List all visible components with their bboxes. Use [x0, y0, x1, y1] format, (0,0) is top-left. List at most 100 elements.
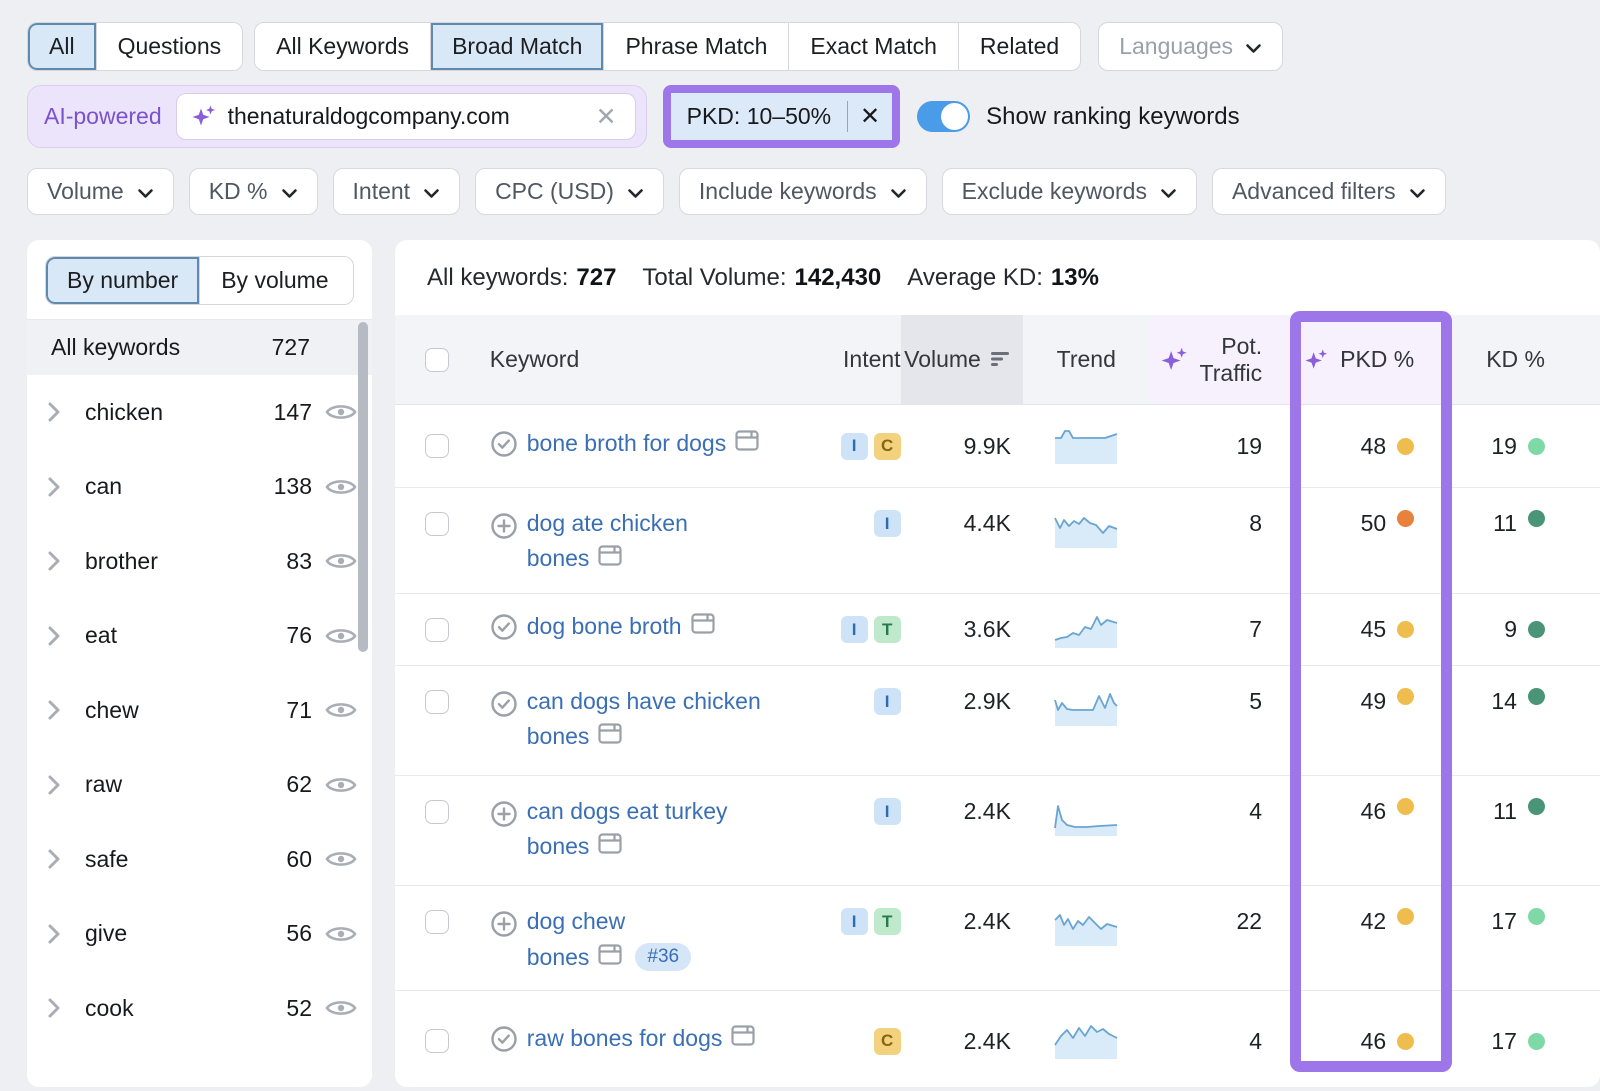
keyword-link[interactable]: dog ate chicken: [526, 510, 688, 536]
filter-exclude-keywords[interactable]: Exclude keywords: [941, 168, 1197, 215]
keyword-group-cook[interactable]: cook 52: [27, 971, 372, 1046]
chevron-right-icon[interactable]: [47, 401, 77, 423]
chevron-right-icon[interactable]: [47, 476, 77, 498]
row-checkbox[interactable]: [425, 434, 449, 458]
filter-advanced-filters[interactable]: Advanced filters: [1211, 168, 1446, 215]
row-checkbox[interactable]: [425, 1029, 449, 1053]
keyword-link[interactable]: can dogs have chicken: [526, 688, 761, 714]
chevron-right-icon[interactable]: [47, 774, 77, 796]
keyword-group-brother[interactable]: brother 83: [27, 524, 372, 599]
eye-icon[interactable]: [324, 476, 358, 498]
pot-traffic-value: 4: [1249, 1027, 1263, 1054]
match-tab-all[interactable]: All: [28, 23, 97, 70]
serp-features-icon[interactable]: [598, 545, 623, 572]
keyword-group-raw[interactable]: raw 62: [27, 748, 372, 823]
row-checkbox[interactable]: [425, 800, 449, 824]
pkd-dot: [1397, 437, 1415, 455]
header-volume[interactable]: Volume: [900, 315, 1023, 404]
chevron-right-icon[interactable]: [47, 923, 77, 945]
search-input[interactable]: thenaturaldogcompany.com ✕: [175, 93, 636, 140]
match-tab-phrase-match[interactable]: Phrase Match: [604, 23, 790, 70]
keyword-group-can[interactable]: can 138: [27, 450, 372, 525]
keyword-link[interactable]: bones: [526, 833, 590, 859]
eye-icon[interactable]: [324, 923, 358, 945]
keyword-link[interactable]: dog bone broth: [526, 613, 682, 639]
sidebar-tab-by-number[interactable]: By number: [46, 257, 201, 304]
eye-icon[interactable]: [324, 625, 358, 647]
filter-include-keywords[interactable]: Include keywords: [678, 168, 927, 215]
sidebar-tab-by-volume[interactable]: By volume: [200, 257, 350, 304]
keyword-link[interactable]: bones: [526, 943, 590, 970]
serp-features-icon[interactable]: [735, 429, 759, 457]
chevron-right-icon[interactable]: [47, 625, 77, 647]
eye-icon[interactable]: [324, 699, 358, 721]
row-checkbox[interactable]: [425, 617, 449, 642]
header-intent[interactable]: Intent: [843, 346, 901, 372]
chevron-right-icon[interactable]: [47, 848, 77, 870]
ranking-check-icon[interactable]: [490, 688, 518, 750]
pkd-filter-chip[interactable]: PKD: 10–50%: [686, 103, 832, 129]
serp-features-icon[interactable]: [598, 833, 623, 860]
match-tab-related[interactable]: Related: [958, 23, 1081, 70]
chevron-right-icon[interactable]: [47, 997, 77, 1019]
keyword-link[interactable]: can dogs eat turkey: [526, 798, 728, 824]
keyword-link[interactable]: bones: [526, 723, 590, 749]
filter-volume[interactable]: Volume: [27, 168, 174, 215]
eye-icon[interactable]: [324, 774, 358, 796]
add-keyword-icon[interactable]: [490, 510, 518, 572]
pot-traffic-value: 8: [1249, 510, 1263, 536]
show-ranking-keywords-toggle[interactable]: [917, 101, 971, 132]
header-kd[interactable]: KD %: [1486, 346, 1546, 372]
filter-cpc-usd[interactable]: CPC (USD): [475, 168, 664, 215]
add-keyword-icon[interactable]: [490, 908, 518, 971]
keyword-link[interactable]: raw bones for dogs: [526, 1024, 723, 1051]
table-summary: All keywords: 727 Total Volume: 142,430 Aver…: [395, 240, 1600, 315]
keyword-link[interactable]: bones: [526, 545, 590, 571]
select-all-checkbox[interactable]: [425, 347, 449, 372]
ranking-check-icon[interactable]: [490, 430, 518, 463]
all-keywords-row[interactable]: All keywords 727: [27, 319, 372, 375]
row-checkbox[interactable]: [425, 910, 449, 934]
keyword-group-chew[interactable]: chew 71: [27, 673, 372, 748]
keyword-link[interactable]: dog chew: [526, 908, 626, 934]
match-tab-all-keywords[interactable]: All Keywords: [255, 23, 432, 70]
filter-kd[interactable]: KD %: [188, 168, 318, 215]
serp-features-icon[interactable]: [690, 613, 715, 640]
header-trend[interactable]: Trend: [1056, 346, 1116, 372]
add-keyword-icon[interactable]: [490, 798, 518, 860]
ranking-check-icon[interactable]: [490, 1025, 518, 1058]
eye-icon[interactable]: [324, 848, 358, 870]
chevron-down-icon: [423, 178, 440, 205]
match-tab-questions[interactable]: Questions: [96, 23, 243, 70]
serp-features-icon[interactable]: [598, 723, 623, 750]
row-checkbox[interactable]: [425, 690, 449, 714]
serp-features-icon[interactable]: [731, 1024, 755, 1052]
eye-icon[interactable]: [324, 997, 358, 1019]
ranking-check-icon[interactable]: [490, 613, 518, 646]
eye-icon[interactable]: [324, 550, 358, 572]
serp-features-icon[interactable]: [598, 943, 623, 971]
clear-search-icon[interactable]: ✕: [595, 102, 617, 131]
keyword-link[interactable]: bone broth for dogs: [526, 429, 727, 456]
eye-icon[interactable]: [324, 401, 358, 423]
filter-intent[interactable]: Intent: [332, 168, 461, 215]
header-pkd[interactable]: PKD %: [1297, 315, 1455, 404]
match-tab-exact-match[interactable]: Exact Match: [789, 23, 959, 70]
trend-sparkline: [1023, 991, 1150, 1091]
header-pot-traffic[interactable]: Pot. Traffic: [1149, 315, 1298, 404]
row-checkbox[interactable]: [425, 512, 449, 536]
keyword-group-eat[interactable]: eat 76: [27, 599, 372, 674]
chevron-right-icon[interactable]: [47, 699, 77, 721]
match-tab-broad-match[interactable]: Broad Match: [431, 23, 605, 70]
keyword-group-safe[interactable]: safe 60: [27, 822, 372, 897]
keyword-group-chicken[interactable]: chicken 147: [27, 375, 372, 450]
intent-badge-i: I: [873, 510, 901, 537]
header-keyword[interactable]: Keyword: [489, 346, 580, 372]
sidebar-scrollbar[interactable]: [358, 322, 368, 652]
chevron-right-icon[interactable]: [47, 550, 77, 572]
remove-pkd-filter-icon[interactable]: ✕: [860, 103, 881, 130]
languages-dropdown[interactable]: Languages: [1098, 22, 1284, 71]
keyword-group-give[interactable]: give 56: [27, 897, 372, 972]
kd-dot: [1527, 437, 1545, 455]
